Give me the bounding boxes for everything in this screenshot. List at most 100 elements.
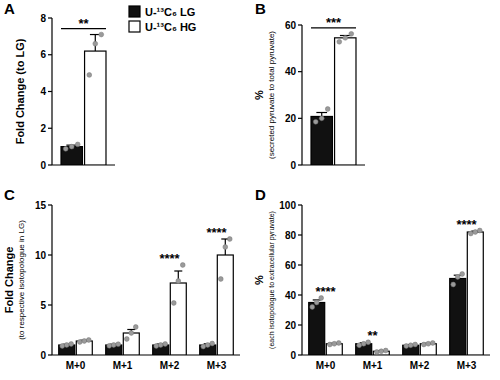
data-point xyxy=(421,342,426,347)
data-point xyxy=(69,144,74,149)
data-point xyxy=(379,349,384,354)
data-point xyxy=(313,119,318,124)
data-point xyxy=(201,344,206,349)
data-point xyxy=(310,305,315,310)
y-tick xyxy=(298,294,302,295)
y-tick xyxy=(48,91,52,92)
y-tick-label: 0 xyxy=(40,350,46,361)
data-point xyxy=(468,231,473,236)
x-tick-label: M+2 xyxy=(410,360,430,371)
y-tick xyxy=(298,234,302,235)
data-point xyxy=(325,107,330,112)
data-point xyxy=(77,340,82,345)
data-point xyxy=(82,339,87,344)
x-tick-label: M+0 xyxy=(316,360,336,371)
legend-swatch xyxy=(129,6,140,17)
y-tick-label: 2 xyxy=(40,123,46,134)
y-tick-label: 5 xyxy=(40,300,46,311)
y-tick-label: 0 xyxy=(40,160,46,171)
data-point xyxy=(133,325,138,330)
error-cap xyxy=(174,270,182,271)
y-axis-label: (each isotopologue to extracellular pyru… xyxy=(268,211,276,349)
y-tick xyxy=(298,204,302,205)
data-point xyxy=(223,245,228,250)
panel-0: A02468Fold Change (to LG)**U-¹³C₆ LGU-¹³… xyxy=(4,0,196,171)
significance: **** xyxy=(206,225,227,240)
bar xyxy=(335,38,356,165)
y-tick xyxy=(48,304,52,305)
bar xyxy=(467,232,483,355)
y-tick xyxy=(298,118,302,119)
x-tick-label: M+0 xyxy=(66,360,86,371)
y-tick xyxy=(48,354,52,355)
y-axis xyxy=(51,205,52,355)
panel-letter: C xyxy=(4,186,15,203)
significance: **** xyxy=(315,284,336,299)
data-point xyxy=(116,342,121,347)
data-point xyxy=(63,146,68,151)
y-tick-label: 15 xyxy=(35,200,47,211)
data-point xyxy=(69,342,74,347)
y-tick-label: 60 xyxy=(285,260,297,271)
y-axis-label: % xyxy=(253,90,265,100)
y-tick xyxy=(48,254,52,255)
data-point xyxy=(337,39,342,44)
data-point xyxy=(154,344,159,349)
significance: ** xyxy=(367,328,378,343)
legend: U-¹³C₆ LGU-¹³C₆ HG xyxy=(129,6,196,33)
data-point xyxy=(413,342,418,347)
data-point xyxy=(319,116,324,121)
data-point xyxy=(111,343,116,348)
y-tick-label: 8 xyxy=(40,13,46,24)
x-tick-label: M+1 xyxy=(113,360,133,371)
y-tick-label: 4 xyxy=(40,86,46,97)
bar xyxy=(309,303,325,356)
y-tick-label: 40 xyxy=(285,290,297,301)
legend-label: U-¹³C₆ LG xyxy=(145,6,195,18)
data-point xyxy=(477,228,482,233)
marks xyxy=(311,31,356,165)
significance: *** xyxy=(326,15,342,30)
y-tick-label: 40 xyxy=(285,66,297,77)
data-point xyxy=(129,331,134,336)
data-point xyxy=(336,341,341,346)
y-tick xyxy=(298,164,302,165)
panel-3: D020406080100%(each isotopologue to extr… xyxy=(253,186,490,371)
error-cap xyxy=(127,329,135,330)
y-axis xyxy=(301,205,302,355)
data-point xyxy=(460,272,465,277)
x-tick-label: M+3 xyxy=(207,360,227,371)
bar xyxy=(85,51,106,165)
y-tick-label: 6 xyxy=(40,49,46,60)
data-point xyxy=(124,337,129,342)
marks xyxy=(61,32,106,165)
figure: A02468Fold Change (to LG)**U-¹³C₆ LGU-¹³… xyxy=(0,0,500,380)
significance: **** xyxy=(159,251,180,266)
data-point xyxy=(86,338,91,343)
data-point xyxy=(60,344,65,349)
y-tick-label: 60 xyxy=(285,20,297,31)
legend-swatch xyxy=(129,21,140,32)
marks xyxy=(59,237,234,355)
error-bar xyxy=(221,239,229,255)
y-tick-label: 80 xyxy=(285,230,297,241)
data-point xyxy=(87,73,92,78)
y-tick xyxy=(48,164,52,165)
bar xyxy=(61,147,82,165)
y-tick xyxy=(298,354,302,355)
error-cap xyxy=(316,112,327,113)
data-point xyxy=(75,142,80,147)
bar xyxy=(450,279,466,356)
panel-letter: D xyxy=(255,186,266,203)
y-axis-label: % xyxy=(253,275,265,285)
bar xyxy=(123,333,139,355)
panel-letter: B xyxy=(255,0,266,17)
data-point xyxy=(383,348,388,353)
y-axis-label: (to respective isotopologue in LG) xyxy=(17,220,26,340)
data-point xyxy=(64,343,69,348)
data-point xyxy=(227,237,232,242)
error-bar xyxy=(90,35,101,52)
data-point xyxy=(107,343,112,348)
error-bar xyxy=(174,271,182,283)
bar xyxy=(311,116,332,165)
